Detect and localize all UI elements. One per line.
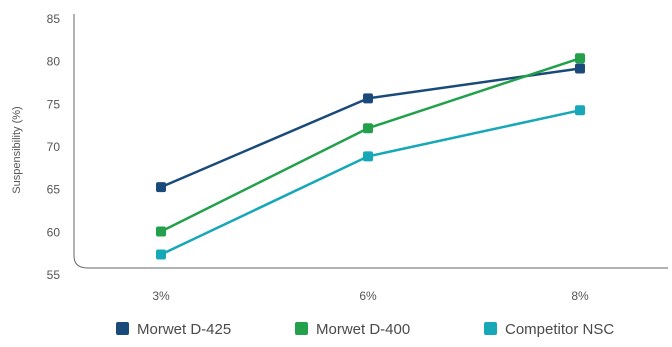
x-tick-label: 8% [571, 289, 589, 303]
y-tick-label: 55 [47, 268, 61, 282]
data-point [575, 53, 585, 64]
series-line [159, 57, 582, 233]
y-tick-label: 85 [47, 12, 61, 26]
y-axis-label: Suspensibility (%) [11, 106, 23, 193]
axis-line [73, 14, 668, 269]
y-tick-labels: 55 60 65 70 75 80 85 [47, 12, 61, 282]
legend-swatch [116, 322, 129, 335]
data-point [156, 226, 166, 237]
legend-label: Morwet D-425 [137, 321, 231, 338]
data-point [575, 105, 585, 116]
y-tick-label: 60 [47, 225, 61, 239]
data-point [363, 151, 373, 162]
x-tick-label: 6% [359, 289, 377, 303]
y-tick-label: 70 [47, 140, 61, 154]
y-tick-label: 65 [47, 183, 61, 197]
data-point [575, 63, 585, 74]
data-point [156, 182, 166, 193]
legend-swatch [484, 322, 497, 335]
y-tick-label: 75 [47, 97, 61, 111]
x-tick-labels: 3% 6% 8% [152, 289, 589, 303]
legend-label: Competitor NSC [505, 321, 614, 338]
y-axis-label-group: Suspensibility (%) [11, 106, 23, 193]
data-point [156, 249, 166, 260]
legend-swatch [295, 322, 308, 335]
data-point [363, 93, 373, 104]
x-tick-label: 3% [152, 289, 170, 303]
data-point [363, 123, 373, 134]
legend: Morwet D-425 Morwet D-400 Competitor NSC [116, 321, 614, 338]
y-tick-label: 80 [47, 55, 61, 69]
legend-label: Morwet D-400 [316, 321, 410, 338]
series-group [156, 53, 585, 260]
